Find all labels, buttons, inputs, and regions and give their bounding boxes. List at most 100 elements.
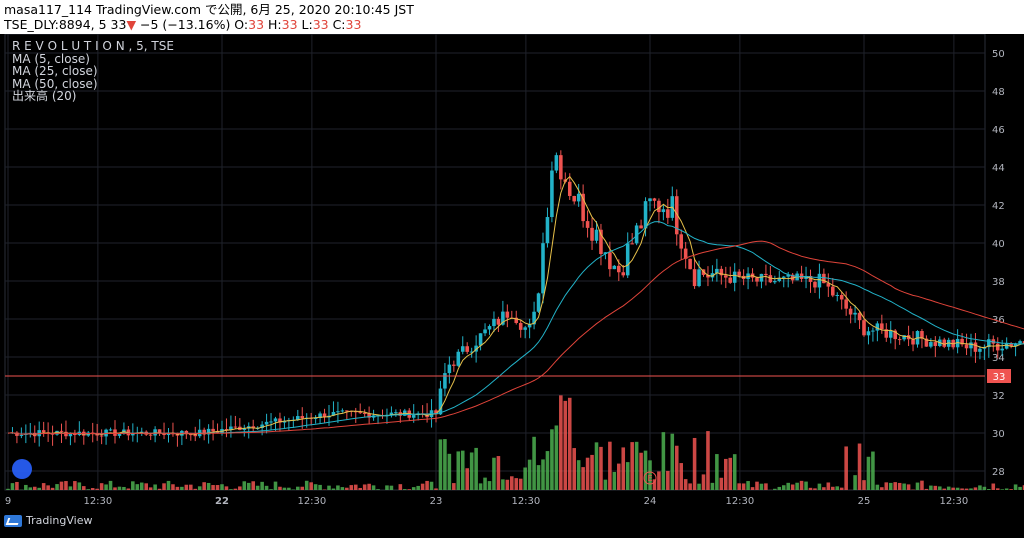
volume-bar <box>345 487 349 490</box>
candle-body <box>621 272 626 276</box>
volume-bar <box>180 486 184 490</box>
candle-body <box>251 426 255 429</box>
candle-body <box>612 265 617 270</box>
volume-bar <box>697 483 701 490</box>
candle-body <box>296 416 300 420</box>
volume-bar <box>331 488 336 490</box>
candle-body <box>759 273 764 282</box>
volume-bar <box>1004 488 1009 490</box>
candle-body <box>559 155 563 180</box>
candle-body <box>358 412 362 414</box>
x-tick-label: 9 <box>5 496 11 507</box>
candle-body <box>799 273 804 279</box>
candle-body <box>148 434 153 436</box>
candle-body <box>590 227 594 241</box>
volume-bar <box>358 487 362 490</box>
volume-bar <box>581 467 585 490</box>
volume-bar <box>309 482 313 490</box>
candle-body <box>777 277 782 282</box>
volume-bar <box>657 471 661 490</box>
volume-bar <box>82 486 86 490</box>
volume-bar <box>206 482 211 490</box>
volume-bar <box>541 459 545 490</box>
volume-bar <box>514 478 519 490</box>
volume-bar <box>6 488 10 490</box>
tradingview-logo[interactable]: TradingView <box>4 514 92 527</box>
candle-body <box>131 433 135 436</box>
candle-body <box>1018 341 1022 344</box>
candle-body <box>465 346 469 352</box>
volume-bar <box>95 488 99 490</box>
volume-bar <box>755 481 759 490</box>
volume-bar <box>808 487 813 490</box>
candle-body <box>545 217 550 244</box>
candle-body <box>719 268 724 276</box>
volume-bar <box>242 481 247 490</box>
volume-bar <box>246 482 251 490</box>
volume-bar <box>550 429 554 490</box>
candle-body <box>229 426 233 430</box>
candle-body <box>452 364 456 366</box>
candle-body <box>527 324 532 328</box>
volume-bar <box>617 463 621 490</box>
volume-bar <box>630 442 634 490</box>
candle-body <box>813 281 817 288</box>
volume-bar <box>853 475 857 490</box>
volume-bar <box>951 487 955 490</box>
candle-body <box>844 299 848 309</box>
candle-body <box>692 269 697 287</box>
volume-bar <box>340 487 345 490</box>
candle-body <box>617 265 621 273</box>
candle-body <box>822 273 826 284</box>
candle-body <box>973 342 978 352</box>
volume-bar <box>269 489 273 490</box>
candle-body <box>732 271 737 283</box>
candle-body <box>202 429 206 435</box>
ma25-line <box>7 221 1024 435</box>
y-tick-label: 34 <box>992 353 1005 364</box>
candle-body <box>567 181 572 196</box>
volume-bar <box>866 456 871 490</box>
y-tick-label: 28 <box>992 467 1005 478</box>
volume-bar <box>220 484 224 490</box>
x-tick-label: 25 <box>858 496 871 507</box>
volume-bar <box>938 486 942 490</box>
candle-body <box>987 339 991 348</box>
volume-bar <box>251 481 255 490</box>
volume-bar <box>964 488 969 490</box>
volume-bar <box>469 452 474 490</box>
candle-body <box>826 283 831 287</box>
volume-bar <box>585 457 590 490</box>
volume-bar <box>572 448 576 490</box>
volume-bar <box>960 488 964 490</box>
volume-bar <box>184 484 189 490</box>
candle-body <box>492 318 496 327</box>
volume-bar <box>202 482 206 490</box>
volume-bar <box>126 488 131 490</box>
volume-bar <box>420 483 425 490</box>
volume-bar <box>902 483 906 490</box>
candle-body <box>652 198 657 201</box>
candle-body <box>550 170 554 218</box>
legend-volume: 出来高 (20) <box>12 89 77 103</box>
price-chart[interactable]: 28 30 32 34 36 38 40 42 44 46 48 50 9 12:30 22 12:30 23 1… <box>0 34 1024 538</box>
volume-bar <box>108 480 113 490</box>
candle-body <box>50 433 55 435</box>
volume-bar <box>545 451 550 490</box>
volume-bar <box>652 479 657 490</box>
volume-bar <box>171 484 175 490</box>
volume-bar <box>554 425 559 490</box>
volume-bar <box>260 481 264 490</box>
volume-bar <box>318 484 322 490</box>
candle-body <box>768 275 773 283</box>
candle-body <box>73 433 77 436</box>
candle-body <box>683 248 688 259</box>
candle-body <box>264 421 269 425</box>
volume-bar <box>625 462 630 490</box>
y-tick-label: 48 <box>992 87 1005 98</box>
volume-bar <box>523 467 527 490</box>
volume-bar <box>666 470 670 490</box>
chart-logo-icon <box>12 459 32 479</box>
volume-bar <box>639 452 643 490</box>
candle-body <box>353 411 358 413</box>
